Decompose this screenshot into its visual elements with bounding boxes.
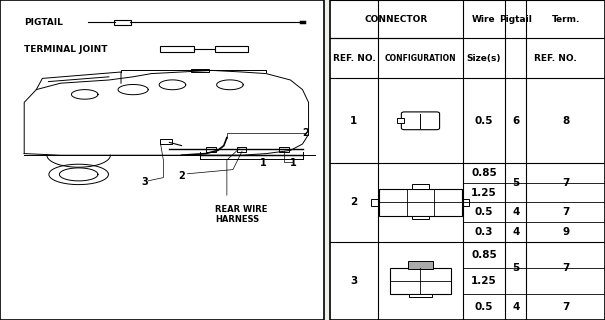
Text: REAR WIRE
HARNESS: REAR WIRE HARNESS — [215, 205, 267, 224]
Text: CONFIGURATION: CONFIGURATION — [385, 54, 456, 63]
FancyBboxPatch shape — [279, 147, 289, 152]
Text: REF. NO.: REF. NO. — [333, 54, 375, 63]
Text: 4: 4 — [512, 227, 520, 237]
Text: 2: 2 — [302, 128, 309, 138]
Bar — [462, 199, 469, 206]
Bar — [0, 0, 324, 320]
Text: 0.85: 0.85 — [471, 168, 497, 178]
Text: TERMINAL JOINT: TERMINAL JOINT — [24, 45, 108, 54]
Text: 2: 2 — [350, 197, 358, 207]
Text: PIGTAIL: PIGTAIL — [24, 18, 63, 27]
FancyBboxPatch shape — [408, 261, 433, 269]
Text: 5: 5 — [512, 178, 519, 188]
Bar — [371, 199, 379, 206]
Bar — [215, 46, 248, 52]
Text: 0.5: 0.5 — [475, 116, 493, 126]
FancyBboxPatch shape — [160, 139, 172, 144]
Text: 9: 9 — [562, 227, 569, 237]
FancyBboxPatch shape — [114, 20, 131, 25]
Text: 1: 1 — [290, 158, 297, 168]
FancyBboxPatch shape — [237, 147, 246, 152]
Text: 1: 1 — [260, 158, 267, 168]
Text: 5: 5 — [512, 263, 519, 273]
Bar — [412, 184, 429, 189]
Text: 4: 4 — [512, 302, 520, 312]
Text: 0.85: 0.85 — [471, 250, 497, 260]
Text: Pigtail: Pigtail — [499, 15, 532, 24]
Text: 4: 4 — [512, 207, 520, 217]
Text: CONNECTOR: CONNECTOR — [365, 15, 428, 24]
Bar — [330, 0, 605, 320]
Text: 7: 7 — [562, 263, 569, 273]
Text: 7: 7 — [562, 178, 569, 188]
Text: 0.5: 0.5 — [475, 302, 493, 312]
Text: 7: 7 — [562, 302, 569, 312]
Text: Size(s): Size(s) — [466, 54, 502, 63]
Text: 3: 3 — [142, 177, 149, 188]
Text: Wire: Wire — [472, 15, 496, 24]
FancyBboxPatch shape — [401, 112, 440, 130]
Text: 7: 7 — [562, 207, 569, 217]
FancyBboxPatch shape — [206, 147, 216, 152]
Text: 1: 1 — [350, 116, 358, 126]
Text: 8: 8 — [562, 116, 569, 126]
Bar — [160, 46, 194, 52]
Bar — [409, 294, 432, 297]
Bar — [191, 69, 209, 72]
Text: REF. NO.: REF. NO. — [534, 54, 577, 63]
Text: 1.25: 1.25 — [471, 276, 497, 286]
Text: 2: 2 — [178, 171, 185, 181]
Bar — [390, 268, 451, 294]
Bar — [379, 189, 462, 216]
Text: 3: 3 — [350, 276, 358, 286]
Text: 1.25: 1.25 — [471, 188, 497, 198]
Text: 0.3: 0.3 — [475, 227, 493, 237]
Bar — [397, 118, 404, 123]
Text: 0.5: 0.5 — [475, 207, 493, 217]
Text: Term.: Term. — [552, 15, 580, 24]
Bar — [412, 216, 429, 219]
Text: 6: 6 — [512, 116, 519, 126]
